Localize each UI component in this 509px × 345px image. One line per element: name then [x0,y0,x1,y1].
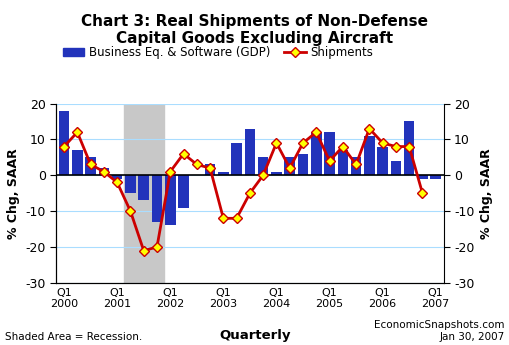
Bar [297,154,308,175]
Bar [85,157,96,175]
Bar [363,136,374,175]
Bar [124,104,163,283]
Bar [164,175,175,226]
Text: Chart 3: Real Shipments of Non-Defense
Capital Goods Excluding Aircraft: Chart 3: Real Shipments of Non-Defense C… [81,14,428,46]
Bar [98,168,109,175]
Bar [271,172,281,175]
Bar [72,150,82,175]
Text: EconomicSnapshots.com
Jan 30, 2007: EconomicSnapshots.com Jan 30, 2007 [374,320,504,342]
Bar [178,175,188,208]
Text: Shaded Area = Recession.: Shaded Area = Recession. [5,332,142,342]
Bar [138,175,149,200]
Bar [430,175,440,179]
Bar [390,161,401,175]
Bar [310,132,321,175]
Bar [205,165,215,175]
Y-axis label: % Chg, SAAR: % Chg, SAAR [479,148,492,239]
Bar [244,129,254,175]
Bar [59,111,69,175]
Bar [125,175,135,193]
Bar [377,147,387,175]
Bar [111,175,122,179]
Bar [231,143,241,175]
Bar [337,150,348,175]
Bar [151,175,162,222]
Bar [284,157,294,175]
Bar [403,121,414,175]
Bar [324,132,334,175]
Bar [416,175,427,179]
Y-axis label: % Chg, SAAR: % Chg, SAAR [7,148,20,239]
Text: Quarterly: Quarterly [219,328,290,342]
Bar [218,172,228,175]
Legend: Business Eq. & Software (GDP), Shipments: Business Eq. & Software (GDP), Shipments [58,41,377,64]
Bar [258,157,268,175]
Bar [350,157,361,175]
